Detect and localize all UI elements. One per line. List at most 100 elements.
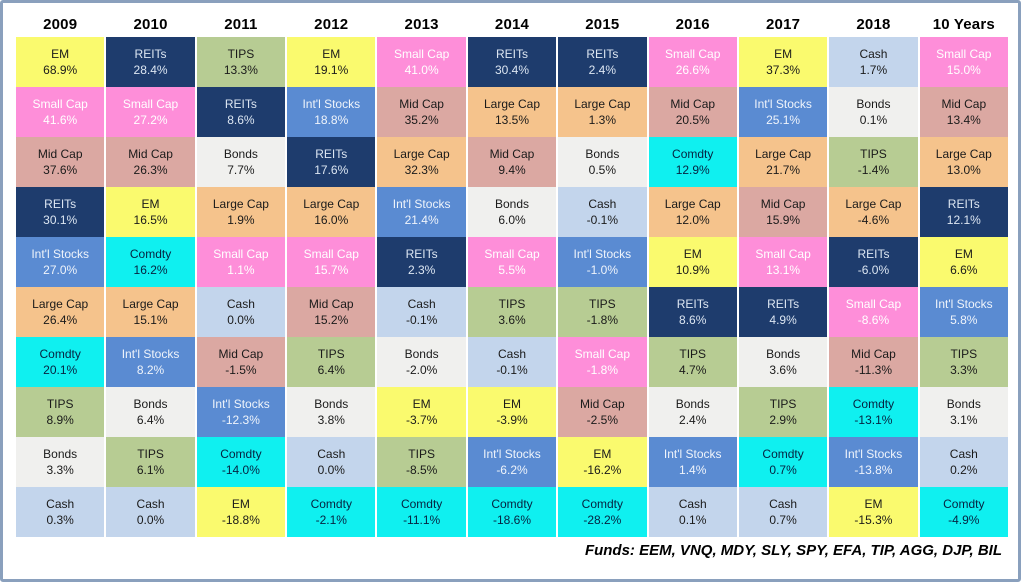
- year-header: 2018: [856, 15, 891, 33]
- asset-label: Cash: [407, 297, 436, 311]
- return-cell: Cash 0.0%: [196, 287, 286, 337]
- return-value: -28.2%: [583, 513, 622, 527]
- return-value: 17.6%: [314, 163, 349, 177]
- return-cell: Int'l Stocks 18.8%: [287, 87, 376, 137]
- return-value: 0.0%: [317, 463, 345, 477]
- asset-label: Mid Cap: [941, 97, 987, 111]
- return-cell: Int'l Stocks -12.3%: [196, 387, 286, 437]
- asset-label: Cash: [46, 497, 75, 511]
- return-cell: Comdty -11.1%: [377, 487, 466, 537]
- return-cell: Bonds 3.8%: [287, 387, 376, 437]
- return-value: 3.3%: [46, 463, 74, 477]
- return-value: -2.1%: [315, 513, 347, 527]
- return-cell: Cash -0.1%: [558, 187, 647, 237]
- return-value: 0.1%: [679, 513, 707, 527]
- return-cell: TIPS 13.3%: [196, 37, 286, 87]
- return-cell: Mid Cap 35.2%: [377, 87, 466, 137]
- return-value: 4.9%: [769, 313, 797, 327]
- asset-label: EM: [593, 447, 612, 461]
- asset-label: Cash: [859, 47, 888, 61]
- asset-label: Mid Cap: [851, 347, 896, 361]
- asset-label: EM: [502, 397, 521, 411]
- return-value: -0.1%: [496, 363, 528, 377]
- return-value: -12.3%: [221, 413, 260, 427]
- return-cell: Bonds 0.5%: [558, 137, 647, 187]
- return-value: -4.9%: [948, 513, 980, 527]
- return-cell: Large Cap 13.0%: [919, 137, 1008, 187]
- asset-label: Bonds: [494, 197, 529, 211]
- return-cell: EM 6.6%: [919, 237, 1008, 287]
- asset-label: TIPS: [317, 347, 345, 361]
- asset-label: Large Cap: [32, 297, 89, 311]
- asset-label: Int'l Stocks: [212, 397, 270, 411]
- asset-label: Bonds: [675, 397, 710, 411]
- return-value: 5.5%: [498, 263, 526, 277]
- return-value: 68.9%: [43, 63, 78, 77]
- return-value: 26.6%: [675, 63, 710, 77]
- return-value: 0.1%: [859, 113, 888, 127]
- return-cell: Mid Cap 15.9%: [738, 187, 828, 237]
- return-value: 3.6%: [498, 313, 526, 327]
- return-cell: EM 10.9%: [648, 237, 737, 287]
- return-cell: Small Cap 41.0%: [377, 37, 466, 87]
- year-header: 2017: [766, 15, 801, 33]
- asset-label: Comdty: [762, 447, 804, 461]
- asset-label: REITs: [134, 47, 167, 61]
- asset-label: Bonds: [133, 397, 168, 411]
- return-value: 13.4%: [946, 113, 981, 127]
- return-value: -1.0%: [586, 263, 619, 277]
- asset-label: Bonds: [946, 397, 981, 411]
- return-cell: TIPS 2.9%: [738, 387, 828, 437]
- asset-label: TIPS: [950, 347, 978, 361]
- return-value: 15.0%: [946, 63, 981, 77]
- return-cell: Mid Cap -11.3%: [829, 337, 918, 387]
- return-cell: TIPS 4.7%: [648, 337, 737, 387]
- return-cell: Large Cap 16.0%: [287, 187, 376, 237]
- asset-label: TIPS: [589, 297, 616, 311]
- return-value: -13.1%: [854, 413, 893, 427]
- return-cell: Int'l Stocks -13.8%: [829, 437, 918, 487]
- return-cell: Int'l Stocks 5.8%: [919, 287, 1008, 337]
- asset-label: TIPS: [46, 397, 74, 411]
- asset-label: Int'l Stocks: [573, 247, 632, 261]
- asset-label: Comdty: [129, 247, 172, 261]
- return-value: 16.2%: [133, 263, 168, 277]
- return-value: 30.1%: [43, 213, 78, 227]
- asset-label: Cash: [136, 497, 165, 511]
- return-value: 3.8%: [317, 413, 345, 427]
- return-value: 32.3%: [404, 163, 439, 177]
- return-cell: TIPS 3.6%: [467, 287, 557, 337]
- asset-label: REITs: [44, 197, 77, 211]
- return-value: -18.8%: [221, 513, 260, 527]
- return-value: -0.1%: [405, 313, 438, 327]
- asset-label: EM: [864, 497, 883, 511]
- return-cell: Small Cap 5.5%: [467, 237, 557, 287]
- asset-label: Cash: [317, 447, 346, 461]
- year-header: 10 Years: [932, 15, 995, 33]
- return-cell: REITs 8.6%: [648, 287, 737, 337]
- asset-label: TIPS: [137, 447, 164, 461]
- return-cell: TIPS -1.4%: [829, 137, 918, 187]
- return-cell: Bonds 3.1%: [919, 387, 1008, 437]
- return-value: 2.4%: [588, 63, 617, 77]
- return-cell: Comdty 12.9%: [648, 137, 737, 187]
- asset-label: Cash: [949, 447, 978, 461]
- asset-label: Bonds: [585, 147, 620, 161]
- asset-label: Comdty: [672, 147, 714, 161]
- return-value: -13.8%: [854, 463, 893, 477]
- return-cell: Small Cap 15.7%: [287, 237, 376, 287]
- return-value: 0.3%: [46, 513, 74, 527]
- return-cell: Int'l Stocks 1.4%: [648, 437, 737, 487]
- return-value: 1.9%: [227, 213, 255, 227]
- return-value: 13.5%: [494, 113, 529, 127]
- asset-label: Large Cap: [212, 197, 269, 211]
- asset-label: REITs: [315, 147, 348, 161]
- return-value: 6.1%: [136, 463, 165, 477]
- return-value: 0.0%: [136, 513, 165, 527]
- asset-label: Mid Cap: [489, 147, 535, 161]
- return-value: -4.6%: [857, 213, 890, 227]
- return-value: -2.5%: [586, 413, 619, 427]
- return-cell: EM -15.3%: [829, 487, 918, 537]
- asset-label: EM: [412, 397, 431, 411]
- asset-label: EM: [322, 47, 341, 61]
